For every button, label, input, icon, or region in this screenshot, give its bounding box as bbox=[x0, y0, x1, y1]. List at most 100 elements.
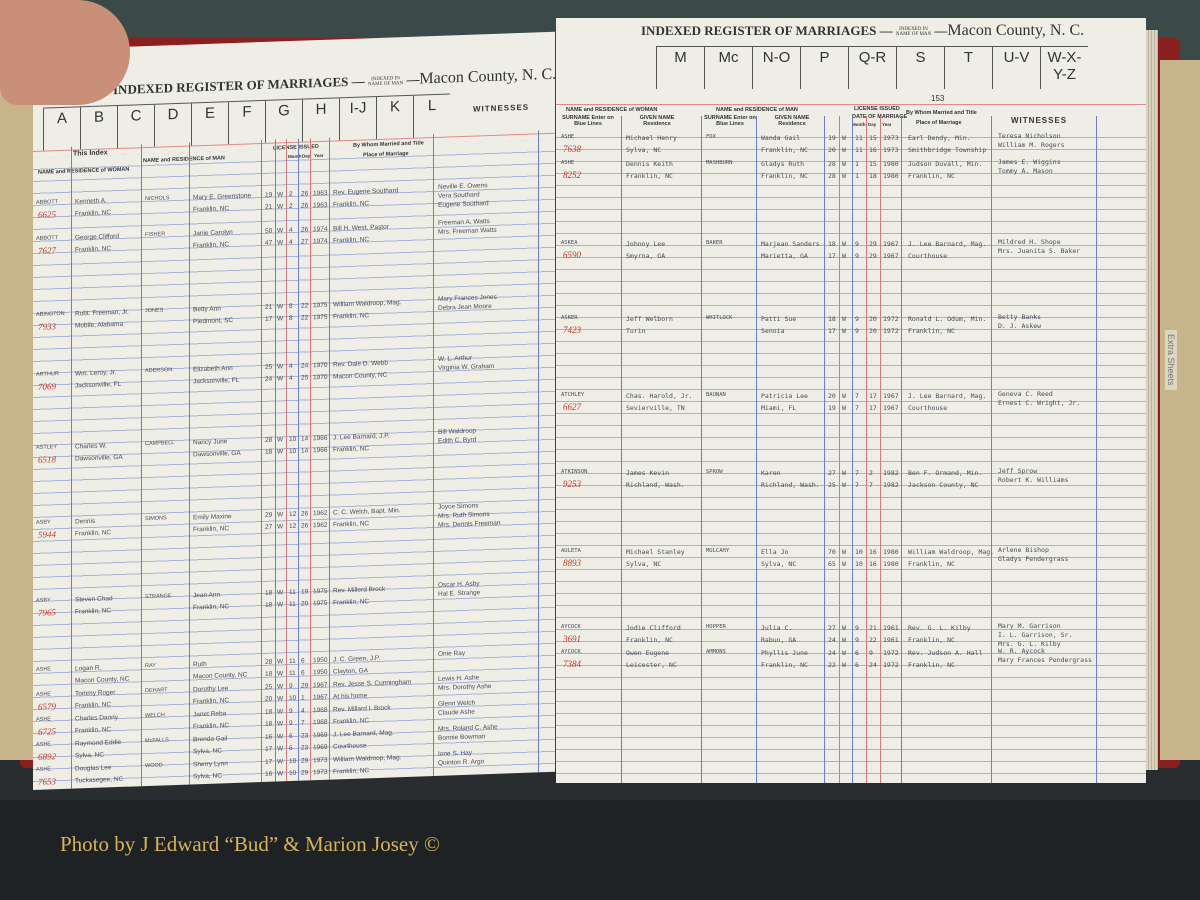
entry-day: 29 bbox=[301, 769, 309, 777]
entry-day: 14 bbox=[301, 435, 309, 443]
entry-month: 12 bbox=[289, 522, 297, 531]
register-entry: AULETA 8893 Michael Stanley Sylva, NC Ella J… bbox=[556, 546, 1146, 574]
entry-year: 1972 bbox=[883, 661, 899, 669]
entry-year: 1970 bbox=[313, 373, 328, 382]
extra-sheets-tab[interactable]: Extra Sheets bbox=[1165, 330, 1177, 390]
entry-year: 1969 bbox=[313, 731, 328, 740]
witness-name: Teresa Nicholson bbox=[998, 132, 1061, 140]
license-number: 8893 bbox=[563, 558, 581, 568]
witness-name: Betty Banks bbox=[998, 313, 1042, 321]
entry-day: 25 bbox=[301, 374, 309, 382]
entry-year: 1967 bbox=[313, 693, 328, 702]
entry-wgiv: Dawsonville, GA bbox=[75, 453, 123, 463]
witness-name: Mrs. Roland C. Ashe bbox=[438, 723, 498, 733]
witness-name: Mrs. Dorothy Ashe bbox=[438, 682, 492, 692]
entry-year: 1961 bbox=[883, 636, 899, 644]
entry-age: 21 bbox=[265, 203, 273, 211]
entry-age: 16 bbox=[265, 733, 273, 741]
witness-name: Arlene Bishop bbox=[998, 546, 1049, 554]
entry-day: 20 bbox=[869, 327, 877, 335]
woman-surname: ASBY bbox=[36, 597, 51, 604]
entry-age: 47 bbox=[265, 239, 273, 247]
entry-mgiv: Ella Jo bbox=[761, 548, 789, 556]
entry-month: 9 bbox=[289, 682, 293, 691]
page-number: 153 bbox=[931, 94, 945, 103]
entry-place: J. Lee Barnard, Mag. bbox=[908, 392, 987, 400]
entry-color: W bbox=[842, 160, 846, 168]
entry-wgiv: Franklin, NC bbox=[75, 701, 112, 710]
entry-month: 6 bbox=[289, 744, 293, 753]
entry-place: Courthouse bbox=[333, 742, 367, 751]
woman-surname: ASHE bbox=[36, 766, 51, 773]
entry-place: Bill H. West, Pastor bbox=[333, 223, 389, 233]
entry-mgiv: Dawsonville, GA bbox=[193, 449, 241, 459]
col-month-right: Month bbox=[852, 122, 866, 127]
entry-mgiv: Nancy June bbox=[193, 438, 228, 447]
entry-mgiv: Franklin, NC bbox=[761, 172, 808, 180]
entry-year: 1975 bbox=[313, 599, 328, 608]
entry-wgiv: Franklin, NC bbox=[75, 245, 112, 254]
entry-year: 1963 bbox=[313, 189, 328, 198]
entry-mgiv: Janie Carolyn bbox=[193, 229, 233, 238]
entry-mgiv: Marjean Sanders bbox=[761, 240, 820, 248]
entry-wgiv: Raymond Eddie bbox=[75, 738, 122, 748]
entry-color: W bbox=[277, 239, 284, 247]
register-entry: AYCOCK 7384 Owen Eugene Leicester, NC Phylli… bbox=[556, 647, 1146, 675]
entry-age: 20 bbox=[828, 392, 836, 400]
col-date-right: DATE OF MARRIAGE bbox=[852, 114, 908, 120]
witness-name: Eugene Southard bbox=[438, 200, 489, 209]
entry-mgiv: Senoia bbox=[761, 327, 785, 335]
name-of-text: NAME OF bbox=[895, 32, 919, 38]
entry-month: 6 bbox=[289, 732, 293, 741]
entry-age: 18 bbox=[265, 720, 273, 728]
entry-color: W bbox=[277, 733, 284, 741]
entry-year: 1982 bbox=[883, 469, 899, 477]
entry-month: 12 bbox=[289, 510, 297, 519]
entry-mgiv: Miami, FL bbox=[761, 404, 797, 412]
col-woman-given: GIVEN NAME Residence bbox=[639, 115, 675, 127]
entry-month: 9 bbox=[289, 707, 293, 716]
entry-color: W bbox=[842, 624, 846, 632]
entry-mgiv: Patti Sue bbox=[761, 315, 797, 323]
entry-wgiv: Franklin, NC bbox=[75, 209, 112, 218]
register-entry: AYCOCK 3691 Jodie Clifford Franklin, NC Juli… bbox=[556, 622, 1146, 650]
witness-name: Edith C. Byrd bbox=[438, 436, 477, 445]
column-divider bbox=[701, 116, 702, 783]
entry-wgiv: Dennis bbox=[75, 517, 96, 526]
entry-place: Courthouse bbox=[908, 252, 948, 260]
entry-wgiv: Kenneth A. bbox=[75, 197, 107, 206]
entry-month: 9 bbox=[855, 315, 859, 323]
entry-day: 26 bbox=[301, 226, 309, 234]
register-entry: ATKINSON 9253 James Kevin Richland, Wash. Ka… bbox=[556, 467, 1146, 495]
witness-name: Debra Jean Moore bbox=[438, 302, 492, 312]
entry-color: W bbox=[277, 511, 284, 519]
entry-color: W bbox=[277, 191, 284, 199]
entry-color: W bbox=[842, 560, 846, 568]
entry-year: 1980 bbox=[883, 548, 899, 556]
register-entry: ASHE 8252 Dennis Keith Franklin, NC Gladys R… bbox=[556, 158, 1146, 186]
index-letter-tab: F bbox=[228, 100, 265, 145]
entry-year: 1973 bbox=[313, 768, 328, 777]
indexed-in-label: INDEXED IN NAME OF MAN bbox=[896, 27, 931, 37]
entry-place: Franklin, NC bbox=[908, 636, 955, 644]
witness-name: Mrs. Juanita S. Baker bbox=[998, 247, 1081, 255]
entry-wgiv: Franklin, NC bbox=[626, 172, 673, 180]
entry-color: W bbox=[842, 252, 846, 260]
register-entry: ASKEA 6590 Johnny Lee Smyrna, GA Marjean San… bbox=[556, 238, 1146, 266]
entry-day: 29 bbox=[301, 757, 309, 765]
index-letter-tab: L bbox=[413, 94, 450, 138]
entry-day: 29 bbox=[301, 682, 309, 690]
man-surname: MULCAHY bbox=[706, 548, 730, 554]
col-witnesses-right: WITNESSES bbox=[1011, 116, 1068, 125]
entry-month: 4 bbox=[289, 226, 293, 235]
woman-surname: AYCOCK bbox=[561, 649, 581, 655]
register-entry: ASKER 7423 Jeff Welborn Turin Patti Sue Senoi… bbox=[556, 313, 1146, 341]
entry-age: 25 bbox=[265, 683, 273, 691]
name-of-text: NAME OF bbox=[367, 81, 391, 88]
woman-surname: AULETA bbox=[561, 548, 581, 554]
holding-hand bbox=[0, 0, 130, 105]
column-divider bbox=[756, 116, 757, 783]
entry-year: 1980 bbox=[883, 160, 899, 168]
entry-wgiv: Macon County, NC bbox=[75, 675, 130, 685]
entry-day: 15 bbox=[869, 160, 877, 168]
